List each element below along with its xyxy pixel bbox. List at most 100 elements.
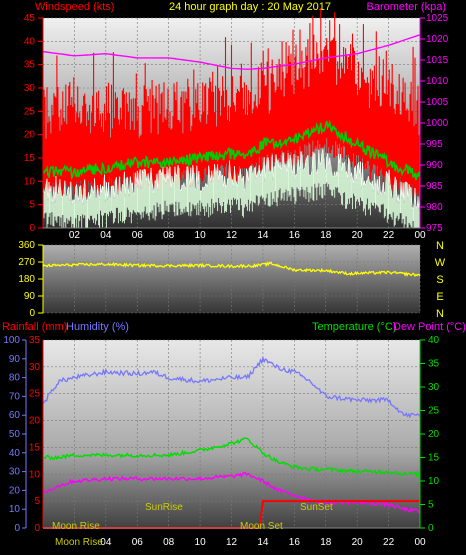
compass-e: E: [436, 291, 443, 303]
temperature-tick-label: 30: [428, 382, 440, 393]
humidity-axis-title: Humidity (%): [66, 321, 129, 333]
temp-panel-x-tick-label: 06: [132, 537, 144, 548]
wind-tick-label: 10: [24, 176, 36, 187]
direction-panel-axes: 0 90 180 270 360: [18, 240, 44, 319]
wind-tick-label: 45: [24, 13, 36, 24]
wind-x-tick-label: 22: [383, 230, 395, 241]
barometer-tick-label: 1005: [426, 97, 449, 108]
wind-low-line: [42, 149, 421, 211]
rainfall-axis-title: Rainfall (mm): [2, 321, 67, 333]
moonrise-label: Moon Rise: [52, 521, 100, 532]
barometer-tick-label: 980: [426, 202, 443, 213]
rainfall-tick-label: 10: [29, 469, 41, 480]
wind-x-tick-label: 14: [257, 230, 269, 241]
humidity-tick-label: 60: [9, 410, 21, 421]
barometer-tick-label: 1020: [426, 34, 449, 45]
wind-x-tick-label: 08: [163, 230, 175, 241]
wind-x-tick-label: 16: [289, 230, 301, 241]
wind-x-tick-label: 06: [132, 230, 144, 241]
wind-panel-series: [42, 8, 421, 228]
barometer-tick-label: 990: [426, 160, 443, 171]
barometer-tick-label: 1015: [426, 55, 449, 66]
temperature-tick-label: 5: [428, 500, 434, 511]
wind-panel-axes: 0510152025303540459759809859909951000100…: [24, 13, 449, 241]
temperature-line: [42, 437, 421, 478]
wind-direction-line: [42, 261, 421, 278]
humidity-tick-label: 30: [9, 467, 21, 478]
wind-x-tick-label: 02: [69, 230, 81, 241]
wind-tick-label: 35: [24, 60, 36, 71]
barometer-tick-label: 1010: [426, 76, 449, 87]
barometer-tick-label: 1000: [426, 118, 449, 129]
humidity-tick-label: 10: [9, 504, 21, 515]
temperature-axis-title: Temperature (°C): [312, 321, 396, 333]
humidity-tick-label: 50: [9, 429, 21, 440]
temperature-tick-label: 0: [428, 523, 434, 534]
humidity-tick-label: 90: [9, 354, 21, 365]
compass-w: W: [435, 257, 446, 269]
rainfall-tick-label: 0: [34, 523, 40, 534]
temperature-tick-label: 20: [428, 429, 440, 440]
rainfall-tick-label: 15: [29, 442, 41, 453]
rainfall-tick-label: 20: [29, 416, 41, 427]
direction-tick-label: 180: [18, 274, 35, 285]
direction-tick-label: 360: [18, 240, 35, 251]
barometer-tick-label: 1025: [426, 13, 449, 24]
wind-x-tick-label: 10: [195, 230, 207, 241]
rainfall-tick-label: 35: [29, 335, 41, 346]
chart-title: 24 hour graph day : 20 May 2017: [169, 1, 331, 13]
barometer-tick-label: 975: [426, 223, 443, 234]
wind-tick-label: 15: [24, 153, 36, 164]
humidity-tick-label: 0: [14, 523, 20, 534]
humidity-line: [42, 355, 421, 419]
wind-x-tick-label: 12: [226, 230, 238, 241]
wind-tick-label: 40: [24, 36, 36, 47]
wind-average-line: [42, 119, 421, 181]
dewpoint-axis-title: Dew Point (°C): [393, 321, 466, 333]
compass-n-bottom: N: [436, 308, 444, 320]
temp-panel-x-tick-label: 10: [195, 537, 207, 548]
temperature-tick-label: 10: [428, 476, 440, 487]
sunrise-label: SunRise: [145, 502, 183, 513]
temperature-tick-label: 35: [428, 359, 440, 370]
humidity-tick-label: 40: [9, 448, 21, 459]
temperature-panel-axes: 0510152025303501020304050607080901000510…: [3, 335, 439, 548]
sunset-label: SunSet: [300, 502, 333, 513]
wind-tick-label: 0: [29, 223, 35, 234]
direction-panel-series: [42, 261, 421, 278]
temp-panel-x-tick-label: 08: [163, 537, 175, 548]
humidity-tick-label: 100: [3, 335, 20, 346]
humidity-tick-label: 80: [9, 373, 21, 384]
wind-x-tick-label: 00: [414, 230, 426, 241]
temp-panel-x-tick-label: 04: [100, 537, 112, 548]
wind-tick-label: 20: [24, 130, 36, 141]
direction-panel-grid: [43, 244, 421, 314]
temp-panel-x-tick-label: 18: [320, 537, 332, 548]
humidity-tick-label: 70: [9, 391, 21, 402]
temp-panel-x-tick-label: 20: [352, 537, 364, 548]
barometer-line: [42, 34, 421, 70]
barometer-tick-label: 985: [426, 181, 443, 192]
rainfall-tick-label: 5: [34, 496, 40, 507]
temp-panel-x-tick-label: 16: [289, 537, 301, 548]
temp-panel-x-tick-label: 14: [257, 537, 269, 548]
windspeed-axis-title: Windspeed (kts): [35, 1, 114, 13]
compass-s: S: [436, 274, 443, 286]
temperature-tick-label: 15: [428, 453, 440, 464]
wind-x-tick-label: 18: [320, 230, 332, 241]
barometer-axis-title: Barometer (kpa): [367, 1, 446, 13]
rainfall-tick-label: 30: [29, 362, 41, 373]
dewpoint-line: [42, 471, 420, 513]
wind-x-tick-label: 20: [352, 230, 364, 241]
temperature-tick-label: 25: [428, 406, 440, 417]
rainfall-tick-label: 25: [29, 389, 41, 400]
wind-tick-label: 30: [24, 83, 36, 94]
direction-tick-label: 270: [18, 257, 35, 268]
temp-panel-x-tick-label: 22: [383, 537, 395, 548]
moonrise-tick-label: Moon Rise: [55, 537, 103, 548]
moonset-label: Moon Set: [240, 521, 283, 532]
temp-panel-x-tick-label: 00: [414, 537, 426, 548]
direction-tick-label: 90: [24, 291, 36, 302]
temp-panel-x-tick-label: 12: [226, 537, 238, 548]
